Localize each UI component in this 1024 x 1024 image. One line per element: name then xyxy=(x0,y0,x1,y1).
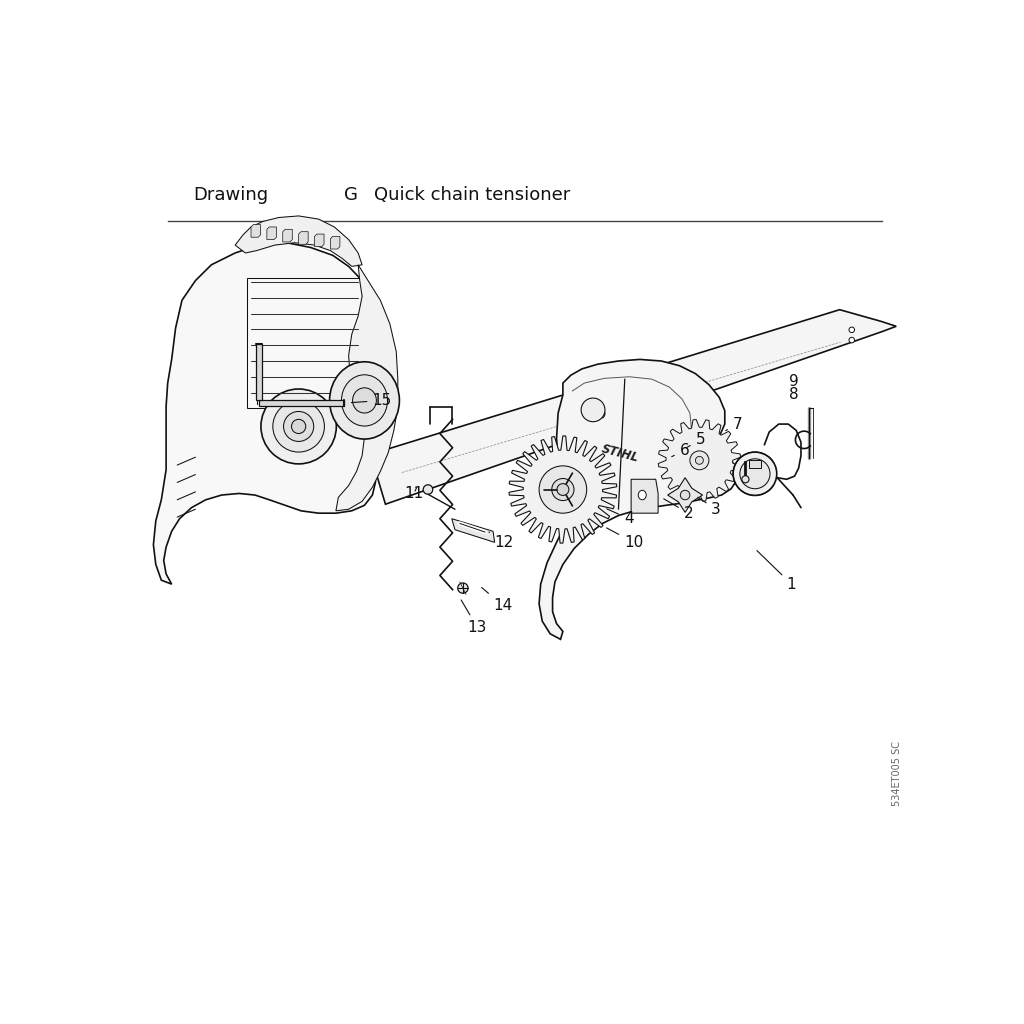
Ellipse shape xyxy=(680,490,690,500)
Polygon shape xyxy=(452,519,495,543)
Polygon shape xyxy=(336,265,397,511)
Ellipse shape xyxy=(272,400,325,452)
Polygon shape xyxy=(749,461,761,468)
Ellipse shape xyxy=(423,484,433,495)
Polygon shape xyxy=(236,216,362,266)
Ellipse shape xyxy=(690,451,709,470)
Ellipse shape xyxy=(733,452,777,496)
Text: 3: 3 xyxy=(697,498,721,517)
Ellipse shape xyxy=(849,327,855,333)
Polygon shape xyxy=(539,359,737,639)
Text: 4: 4 xyxy=(606,509,634,526)
Ellipse shape xyxy=(557,483,569,496)
Polygon shape xyxy=(154,243,388,584)
Polygon shape xyxy=(631,479,658,513)
Text: 15: 15 xyxy=(351,393,391,408)
Polygon shape xyxy=(283,229,292,242)
Text: 9: 9 xyxy=(790,374,799,389)
Text: 534ET005 SC: 534ET005 SC xyxy=(892,741,902,806)
Ellipse shape xyxy=(261,389,336,464)
Ellipse shape xyxy=(552,478,574,501)
Text: 8: 8 xyxy=(790,387,799,401)
Text: 6: 6 xyxy=(672,442,689,458)
Polygon shape xyxy=(314,234,324,247)
Ellipse shape xyxy=(284,412,313,441)
Text: 1: 1 xyxy=(757,551,797,592)
Ellipse shape xyxy=(849,337,855,343)
Polygon shape xyxy=(267,227,276,240)
Ellipse shape xyxy=(638,490,646,500)
Text: 12: 12 xyxy=(489,532,514,550)
Text: STIHL: STIHL xyxy=(600,442,640,465)
Text: G: G xyxy=(344,186,357,205)
Ellipse shape xyxy=(582,398,605,422)
Text: 14: 14 xyxy=(481,588,512,613)
Ellipse shape xyxy=(458,583,468,593)
Ellipse shape xyxy=(741,476,749,483)
Text: 11: 11 xyxy=(404,486,423,501)
Text: 13: 13 xyxy=(461,600,487,635)
Text: 7: 7 xyxy=(726,417,742,431)
Polygon shape xyxy=(299,231,308,245)
Ellipse shape xyxy=(352,388,377,413)
Polygon shape xyxy=(256,344,262,399)
Text: 10: 10 xyxy=(606,528,643,550)
Polygon shape xyxy=(331,237,340,249)
Text: Drawing: Drawing xyxy=(194,186,268,205)
Polygon shape xyxy=(251,224,260,238)
Polygon shape xyxy=(259,399,344,406)
Ellipse shape xyxy=(292,420,306,433)
Polygon shape xyxy=(371,309,896,504)
Polygon shape xyxy=(509,436,616,543)
Ellipse shape xyxy=(341,375,387,426)
Ellipse shape xyxy=(695,457,703,464)
Ellipse shape xyxy=(595,409,605,419)
Polygon shape xyxy=(668,477,702,512)
Text: 5: 5 xyxy=(686,432,706,447)
Ellipse shape xyxy=(539,466,587,513)
Polygon shape xyxy=(658,420,740,501)
Ellipse shape xyxy=(740,459,770,488)
Text: Quick chain tensioner: Quick chain tensioner xyxy=(374,186,570,205)
Text: 2: 2 xyxy=(664,499,693,520)
Ellipse shape xyxy=(330,361,399,439)
